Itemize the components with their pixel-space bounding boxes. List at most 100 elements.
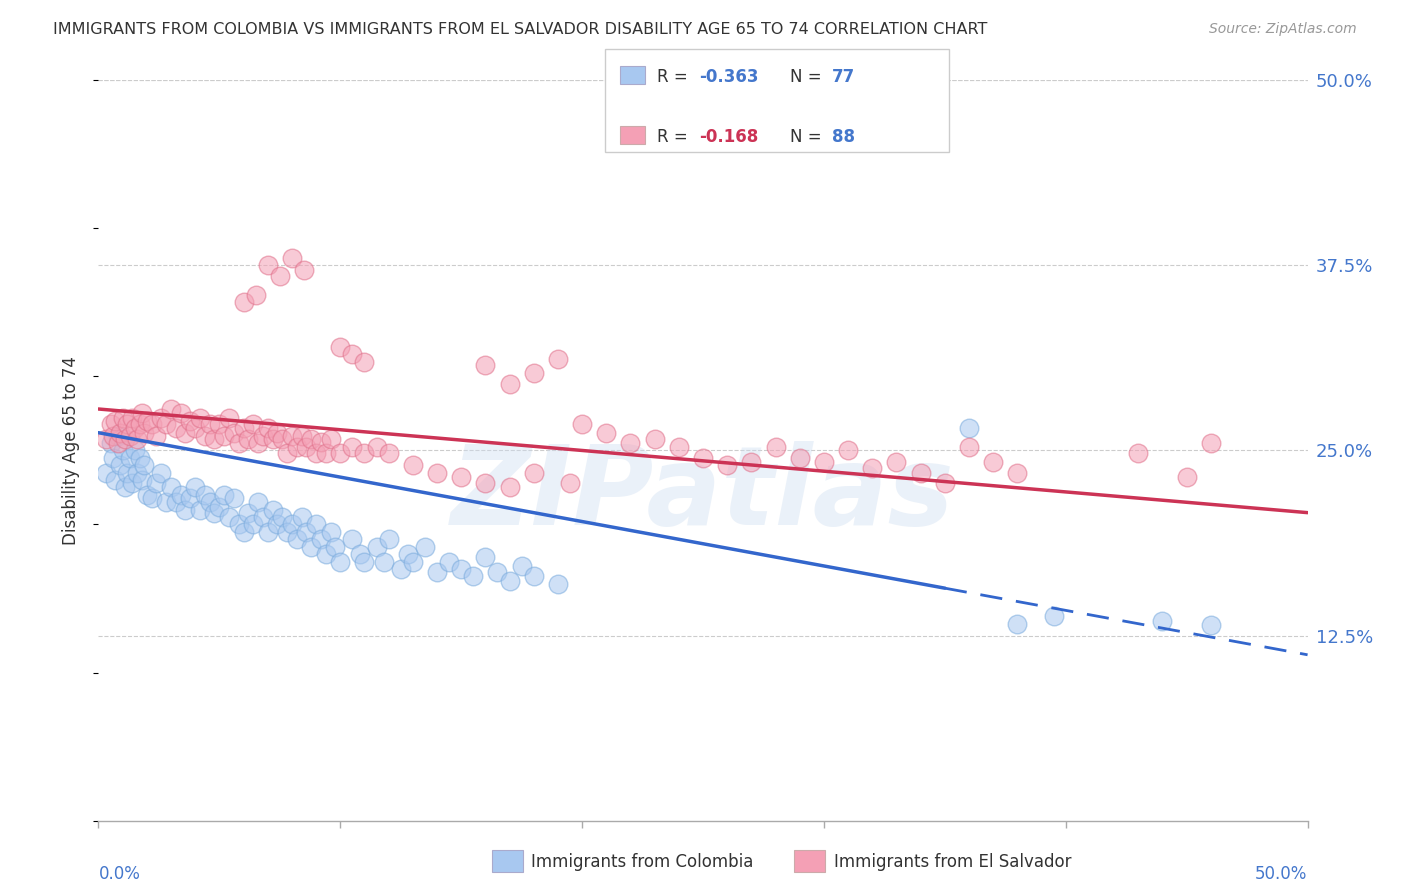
Point — [247, 436, 270, 450]
Point — [498, 376, 520, 391]
Point — [247, 495, 270, 509]
Point — [366, 540, 388, 554]
Point — [426, 466, 449, 480]
Point — [644, 432, 666, 446]
Point — [242, 417, 264, 431]
Text: 50.0%: 50.0% — [1256, 865, 1308, 883]
Point — [124, 443, 146, 458]
Point — [571, 417, 593, 431]
Point — [165, 495, 187, 509]
Point — [252, 428, 274, 442]
Point — [934, 476, 956, 491]
Point — [150, 410, 173, 425]
Point — [305, 446, 328, 460]
Point — [450, 470, 472, 484]
Point — [242, 517, 264, 532]
Point — [121, 476, 143, 491]
Point — [262, 432, 284, 446]
Point — [426, 565, 449, 579]
Point — [252, 510, 274, 524]
Point — [208, 417, 231, 431]
Point — [329, 340, 352, 354]
Point — [232, 295, 254, 310]
Point — [281, 517, 304, 532]
Point — [155, 495, 177, 509]
Point — [238, 432, 260, 446]
Point — [353, 446, 375, 460]
Point — [107, 436, 129, 450]
Text: R =: R = — [657, 68, 693, 86]
Point — [285, 441, 308, 455]
Point — [222, 425, 245, 440]
Point — [957, 421, 980, 435]
Point — [188, 502, 211, 516]
Point — [957, 441, 980, 455]
Text: 88: 88 — [832, 128, 855, 145]
Point — [981, 455, 1004, 469]
Text: IMMIGRANTS FROM COLOMBIA VS IMMIGRANTS FROM EL SALVADOR DISABILITY AGE 65 TO 74 : IMMIGRANTS FROM COLOMBIA VS IMMIGRANTS F… — [53, 22, 988, 37]
Point — [131, 473, 153, 487]
Point — [128, 450, 150, 465]
Point — [266, 425, 288, 440]
Point — [262, 502, 284, 516]
Point — [165, 421, 187, 435]
Point — [299, 432, 322, 446]
Point — [523, 466, 546, 480]
Point — [124, 421, 146, 435]
Point — [886, 455, 908, 469]
Point — [474, 550, 496, 565]
Text: 0.0%: 0.0% — [98, 865, 141, 883]
Point — [619, 436, 641, 450]
Point — [174, 502, 197, 516]
Point — [155, 417, 177, 431]
Point — [315, 446, 337, 460]
Point — [463, 569, 485, 583]
Point — [145, 476, 167, 491]
Point — [94, 466, 117, 480]
Point — [523, 367, 546, 381]
Text: N =: N = — [790, 68, 827, 86]
Text: -0.363: -0.363 — [699, 68, 758, 86]
Point — [194, 488, 217, 502]
Point — [319, 432, 342, 446]
Point — [100, 417, 122, 431]
Point — [716, 458, 738, 473]
Point — [256, 259, 278, 273]
Point — [342, 441, 364, 455]
Point — [232, 524, 254, 539]
Y-axis label: Disability Age 65 to 74: Disability Age 65 to 74 — [62, 356, 80, 545]
Point — [188, 410, 211, 425]
Point — [765, 441, 787, 455]
Point — [498, 574, 520, 588]
Text: 77: 77 — [832, 68, 856, 86]
Point — [127, 432, 149, 446]
Point — [228, 517, 250, 532]
Point — [118, 428, 141, 442]
Point — [134, 458, 156, 473]
Point — [128, 417, 150, 431]
Point — [837, 443, 859, 458]
Point — [114, 432, 136, 446]
Text: ZIPatlas: ZIPatlas — [451, 442, 955, 549]
Point — [450, 562, 472, 576]
Point — [100, 436, 122, 450]
Point — [474, 476, 496, 491]
Point — [111, 443, 134, 458]
Point — [366, 441, 388, 455]
Point — [121, 410, 143, 425]
Point — [292, 262, 315, 277]
Point — [179, 491, 201, 505]
Point — [402, 458, 425, 473]
Point — [498, 480, 520, 494]
Point — [134, 425, 156, 440]
Point — [295, 524, 318, 539]
Point — [104, 473, 127, 487]
Point — [353, 354, 375, 368]
Point — [212, 488, 235, 502]
Point — [117, 466, 139, 480]
Point — [256, 421, 278, 435]
Point — [813, 455, 835, 469]
Point — [212, 428, 235, 442]
Point — [118, 450, 141, 465]
Point — [135, 414, 157, 428]
